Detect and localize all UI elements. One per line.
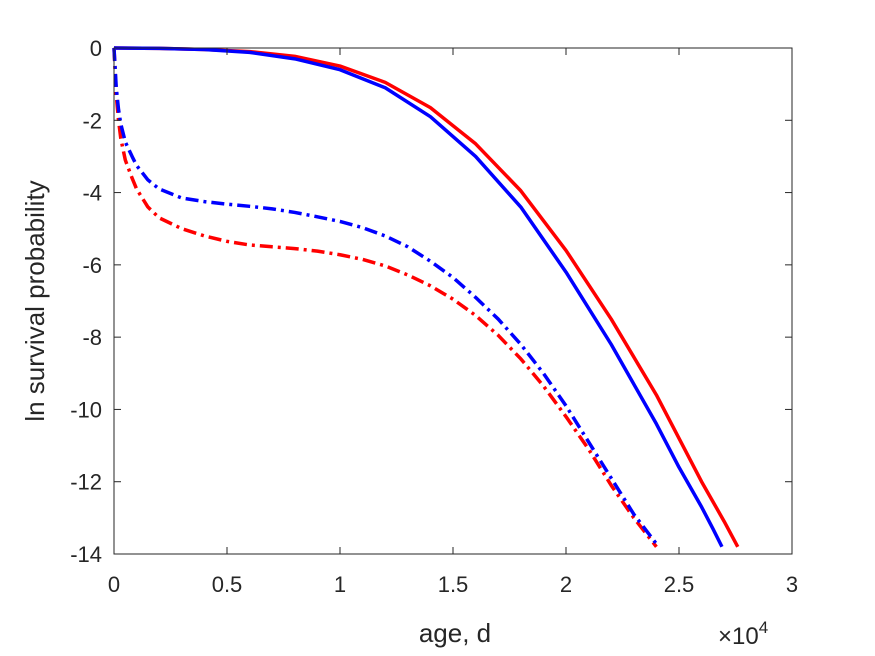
x-axis-title: age, d [419,618,491,648]
ticks-group: 0 0.5 1 1.5 2 2.5 3 0 -2 -4 -6 -8 -10 -12 -14 [70,36,798,597]
y-tick-label: -12 [70,470,102,495]
y-tick-label: -2 [82,108,102,133]
x-tick-label: 2 [560,572,572,597]
x-tick-label: 3 [786,572,798,597]
y-tick-label: 0 [90,36,102,61]
series-line-1 [113,46,740,548]
y-tick-label: -10 [70,397,102,422]
x-tick-label: 1.5 [438,572,469,597]
y-axis-title: ln survival probability [20,180,50,421]
x-exponent-base: ×10 [718,623,759,650]
series-line-4 [112,47,661,548]
y-tick-label: -14 [70,542,102,567]
y-tick-label: -6 [82,253,102,278]
y-tick-label: -4 [82,181,102,206]
x-tick-label: 0 [108,572,120,597]
series-group [112,46,740,548]
x-tick-label: 2.5 [664,572,695,597]
x-axis-exponent-label: ×104 [718,618,768,650]
x-tick-label: 0.5 [212,572,243,597]
x-exponent-power: 4 [759,618,768,637]
series-line-2 [113,46,724,548]
series-line-3 [112,47,658,548]
x-tick-label: 1 [334,572,346,597]
y-tick-label: -8 [82,325,102,350]
